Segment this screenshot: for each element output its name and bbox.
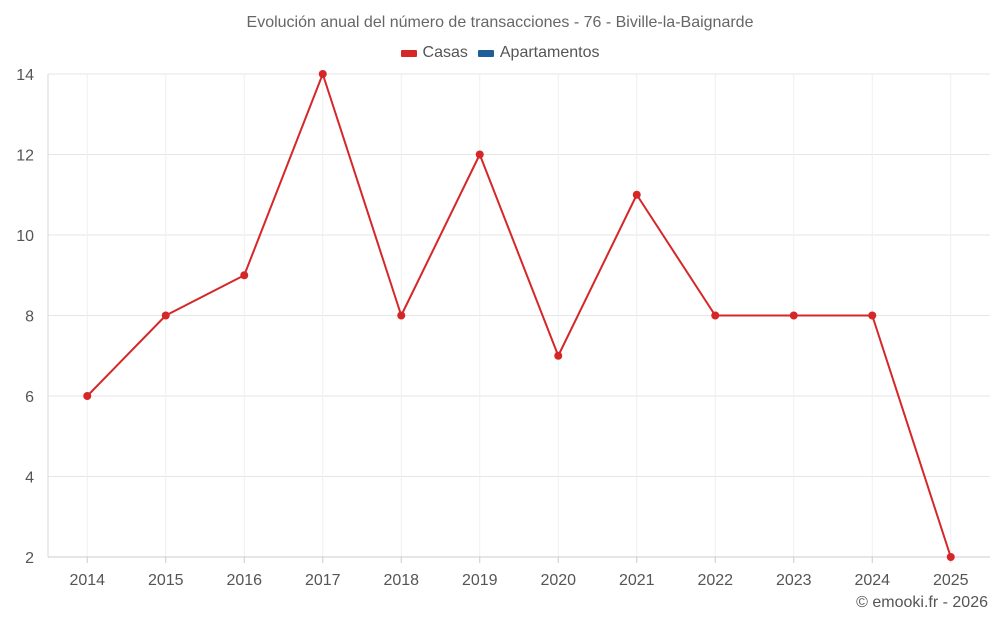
y-tick-label: 10 [16, 228, 34, 245]
y-tick-label: 2 [25, 550, 34, 567]
series-line-casas [86, 73, 952, 558]
data-point [397, 311, 406, 320]
x-tick-label: 2015 [148, 572, 184, 589]
chart-title: Evolución anual del número de transaccio… [246, 14, 754, 31]
legend-swatch-casas [400, 49, 417, 57]
credit-text: © emooki.fr - 2026 [856, 594, 988, 611]
data-point [554, 351, 563, 360]
x-tick-label: 2020 [540, 572, 576, 589]
y-tick-label: 8 [25, 309, 34, 326]
y-tick-label: 14 [16, 67, 34, 84]
x-tick-label: 2017 [305, 572, 341, 589]
data-point [789, 311, 798, 320]
legend-item-apartamentos[interactable]: Apartamentos [477, 44, 600, 62]
data-point [161, 311, 170, 320]
data-point [946, 553, 955, 561]
data-point [83, 392, 92, 400]
x-tick-label: 2021 [619, 572, 655, 589]
data-point [318, 70, 327, 78]
x-tick-label: 2018 [383, 572, 419, 589]
data-point [240, 271, 249, 280]
y-tick-label: 4 [25, 470, 34, 487]
legend-swatch-apartamentos [477, 49, 494, 57]
legend-label-casas: Casas [422, 44, 468, 61]
legend-label-apartamentos: Apartamentos [499, 44, 600, 61]
x-tick-label: 2016 [226, 572, 262, 589]
x-tick-label: 2022 [697, 572, 733, 589]
data-point [632, 190, 641, 199]
data-point [475, 150, 484, 159]
legend: Casas Apartamentos [0, 44, 1000, 62]
data-point [711, 311, 720, 320]
y-tick-label: 12 [16, 148, 34, 165]
x-tick-label: 2019 [462, 572, 498, 589]
x-tick-label: 2024 [854, 572, 890, 589]
data-point [868, 311, 877, 320]
x-tick-label: 2023 [776, 572, 812, 589]
y-tick-label: 6 [25, 389, 34, 406]
x-tick-label: 2025 [933, 572, 969, 589]
x-tick-label: 2014 [69, 572, 105, 589]
legend-item-casas[interactable]: Casas [400, 44, 468, 62]
